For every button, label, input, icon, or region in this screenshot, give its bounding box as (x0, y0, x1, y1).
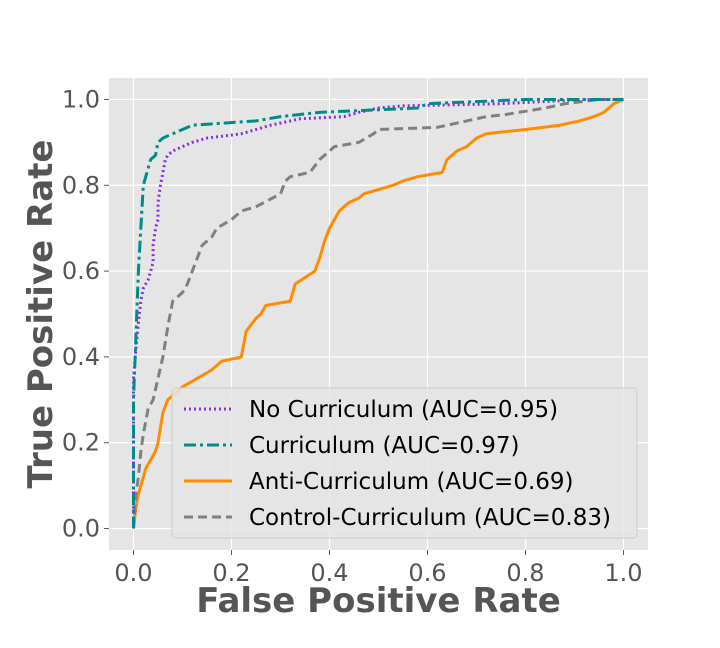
y-tick-label: 1.0 (62, 85, 100, 113)
y-tick-label: 0.4 (62, 343, 100, 371)
legend-label: Control-Curriculum (AUC=0.83) (249, 505, 611, 531)
x-tick-label: 0.0 (114, 559, 152, 587)
series-line (132, 97, 624, 529)
x-tick-label: 0.2 (212, 559, 250, 587)
series-line (132, 97, 624, 529)
series-line (132, 98, 625, 529)
x-tick-label: 0.6 (408, 559, 446, 587)
legend-box (171, 387, 638, 539)
y-axis-ticks: 0.0 0.2 0.4 0.6 0.8 1.0 (62, 85, 109, 543)
series-line (132, 97, 624, 529)
legend: No Curriculum (AUC=0.95) Curriculum (AUC=… (171, 387, 638, 539)
x-axis-ticks: 0.0 0.2 0.4 0.6 0.8 1.0 (114, 550, 643, 587)
x-tick-label: 0.8 (506, 559, 544, 587)
x-tick-label: 0.4 (310, 559, 348, 587)
y-axis-label: True Positive Rate (21, 140, 61, 489)
legend-label: No Curriculum (AUC=0.95) (249, 397, 558, 423)
x-tick-label: 1.0 (604, 559, 642, 587)
series-lines (132, 97, 625, 529)
y-tick-label: 0.6 (62, 257, 100, 285)
y-tick-label: 0.0 (62, 515, 100, 543)
y-tick-label: 0.8 (62, 171, 100, 199)
x-axis-label: False Positive Rate (196, 581, 561, 621)
legend-label: Curriculum (AUC=0.97) (249, 433, 520, 459)
legend-label: Anti-Curriculum (AUC=0.69) (249, 469, 574, 495)
y-tick-label: 0.2 (62, 429, 100, 457)
